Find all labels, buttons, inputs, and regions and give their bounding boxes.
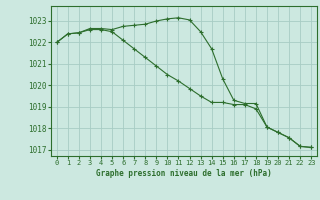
X-axis label: Graphe pression niveau de la mer (hPa): Graphe pression niveau de la mer (hPa) bbox=[96, 169, 272, 178]
